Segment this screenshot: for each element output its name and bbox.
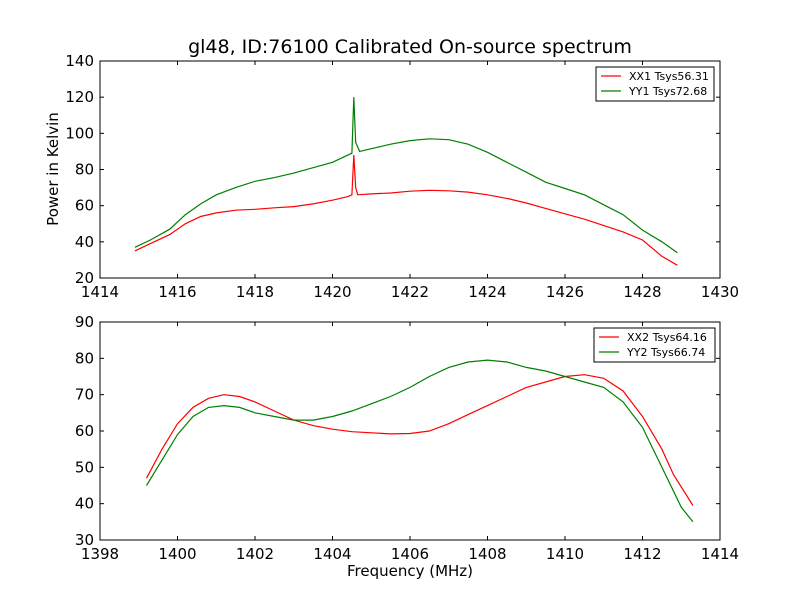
legend: XX1 Tsys56.31 YY1 Tsys72.68 bbox=[595, 66, 715, 102]
x-tick-label: 1414 bbox=[701, 545, 739, 563]
y-tick-label: 80 bbox=[75, 349, 94, 367]
x-tick-label: 1426 bbox=[546, 283, 584, 301]
legend: XX2 Tsys64.16 YY2 Tsys66.74 bbox=[593, 327, 716, 363]
x-tick-label: 1422 bbox=[391, 283, 429, 301]
legend-box bbox=[593, 327, 716, 363]
x-tick-label: 1430 bbox=[701, 283, 739, 301]
y-tick-label: 40 bbox=[75, 233, 94, 251]
y-tick-label: 60 bbox=[75, 422, 94, 440]
series-line-xx bbox=[145, 374, 694, 506]
y-tick-label: 90 bbox=[75, 313, 94, 331]
x-tick-label: 1420 bbox=[313, 283, 351, 301]
x-tick-label: 1424 bbox=[468, 283, 506, 301]
y-tick-label: 40 bbox=[75, 495, 94, 513]
y-tick-label: 80 bbox=[75, 161, 94, 179]
x-tick-label: 1416 bbox=[158, 283, 196, 301]
legend-label: YY2 Tsys66.74 bbox=[626, 346, 705, 359]
y-tick-label: 100 bbox=[65, 124, 94, 142]
x-tick-label: 1412 bbox=[623, 545, 661, 563]
y-tick-label: 70 bbox=[75, 386, 94, 404]
y-tick-label: 60 bbox=[75, 197, 94, 215]
y-tick-label: 120 bbox=[65, 88, 94, 106]
series-line-yy bbox=[134, 97, 678, 254]
x-tick-label: 1414 bbox=[81, 283, 119, 301]
y-tick-label: 30 bbox=[75, 531, 94, 549]
x-tick-label: 1402 bbox=[236, 545, 274, 563]
x-tick-label: 1404 bbox=[313, 545, 351, 563]
x-tick-label: 1400 bbox=[158, 545, 196, 563]
y-tick-label: 20 bbox=[75, 269, 94, 287]
y-axis-label: Power in Kelvin bbox=[44, 112, 62, 226]
x-tick-label: 1398 bbox=[81, 545, 119, 563]
series-line-yy bbox=[145, 359, 694, 523]
series-line-xx bbox=[134, 154, 678, 266]
chart-title: gl48, ID:76100 Calibrated On-source spec… bbox=[188, 36, 632, 58]
x-tick-label: 1418 bbox=[236, 283, 274, 301]
x-tick-label: 1406 bbox=[391, 545, 429, 563]
x-tick-label: 1410 bbox=[546, 545, 584, 563]
top-spectrum-panel: gl48, ID:76100 Calibrated On-source spec… bbox=[44, 36, 739, 301]
legend-label: YY1 Tsys72.68 bbox=[628, 85, 707, 98]
y-tick-label: 50 bbox=[75, 458, 94, 476]
legend-label: XX2 Tsys64.16 bbox=[627, 331, 707, 344]
x-axis-label: Frequency (MHz) bbox=[347, 562, 473, 580]
x-tick-label: 1428 bbox=[623, 283, 661, 301]
x-tick-label: 1408 bbox=[468, 545, 506, 563]
legend-box bbox=[595, 66, 715, 102]
legend-label: XX1 Tsys56.31 bbox=[629, 70, 709, 83]
y-tick-label: 140 bbox=[65, 52, 94, 70]
bottom-spectrum-panel: Frequency (MHz) 1398 1400 1402 1404 1406 1408… bbox=[75, 313, 739, 580]
